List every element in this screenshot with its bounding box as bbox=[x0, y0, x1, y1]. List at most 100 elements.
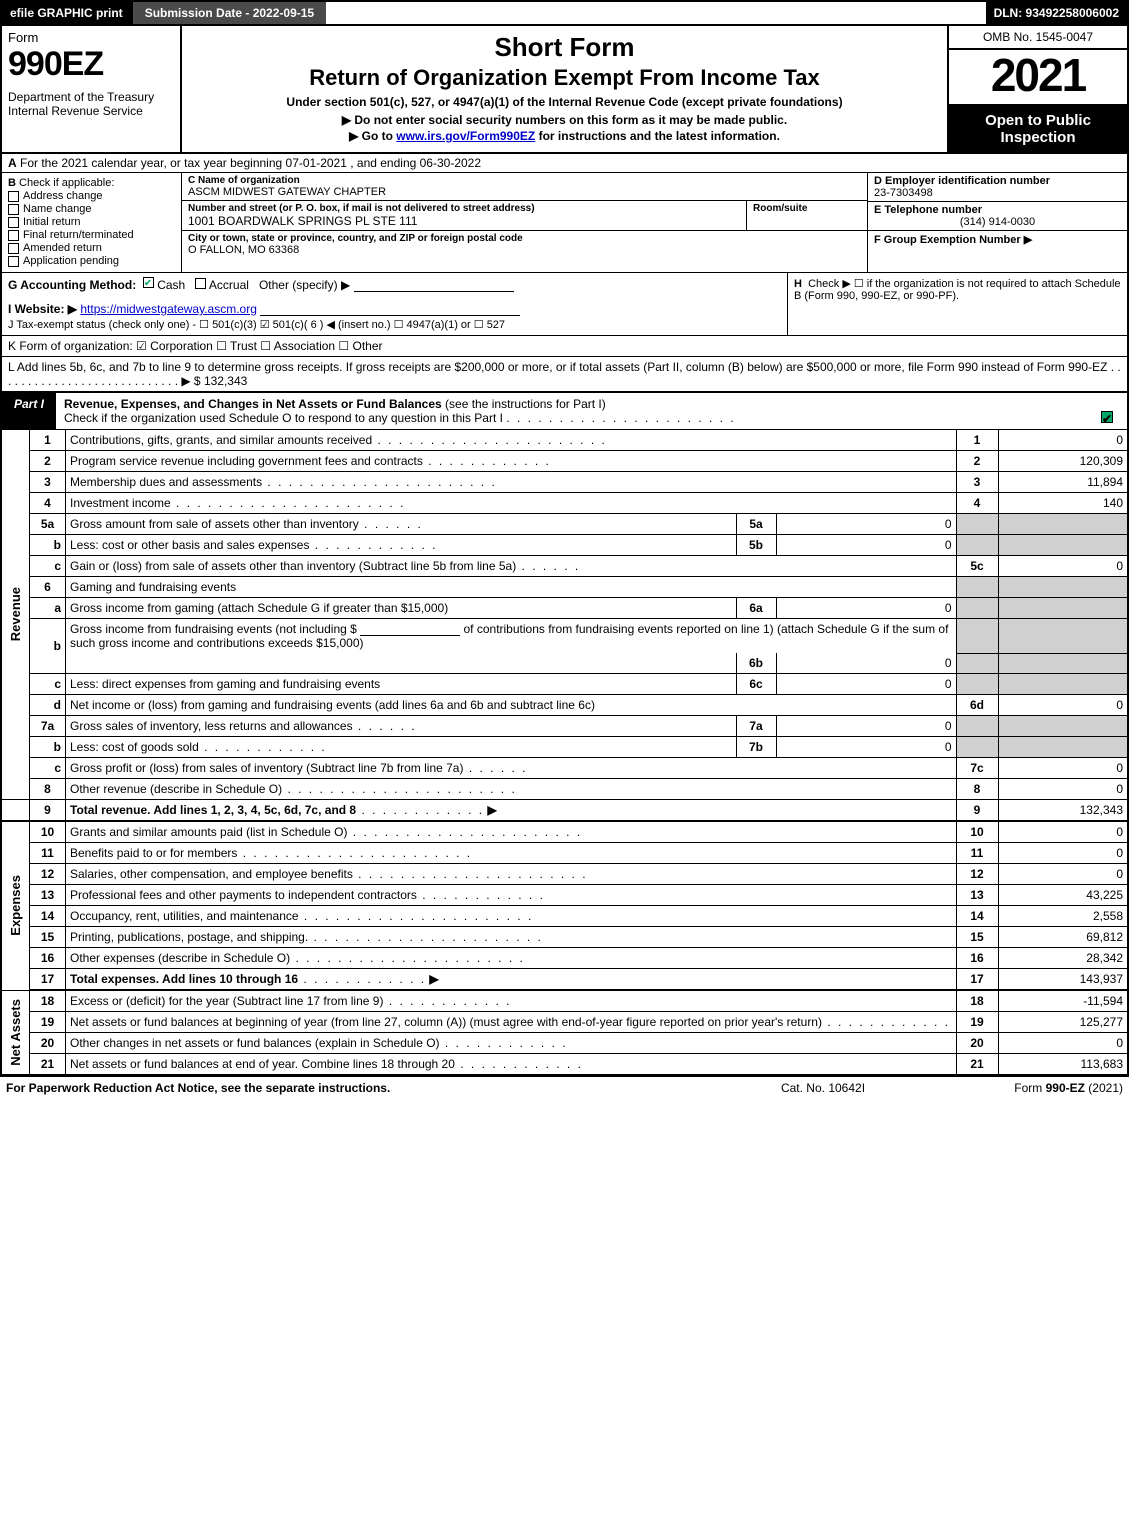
g-other-input[interactable] bbox=[354, 278, 514, 292]
website-link[interactable]: https://midwestgateway.ascm.org bbox=[80, 302, 257, 316]
header-right: OMB No. 1545-0047 2021 Open to Public In… bbox=[947, 26, 1127, 152]
l6c-ic: 6c bbox=[736, 674, 776, 695]
l5b-ic: 5b bbox=[736, 535, 776, 556]
l6b-shade2 bbox=[998, 619, 1128, 654]
l6b-shade4 bbox=[998, 653, 1128, 674]
l17-code: 17 bbox=[956, 969, 998, 991]
l2-num: 2 bbox=[30, 451, 66, 472]
org-name: ASCM MIDWEST GATEWAY CHAPTER bbox=[188, 186, 861, 198]
c-name-row: C Name of organization ASCM MIDWEST GATE… bbox=[182, 173, 867, 201]
l7b-desc: Less: cost of goods sold bbox=[70, 740, 199, 754]
c-city-row: City or town, state or province, country… bbox=[182, 231, 867, 258]
chk-name-change[interactable] bbox=[8, 204, 19, 215]
l6c-iv: 0 bbox=[776, 674, 956, 695]
l10-num: 10 bbox=[30, 821, 66, 843]
l6b-shade3 bbox=[956, 653, 998, 674]
chk-accrual[interactable] bbox=[195, 278, 206, 289]
chk-address-change[interactable] bbox=[8, 191, 19, 202]
l7c-code: 7c bbox=[956, 758, 998, 779]
chk-initial-return[interactable] bbox=[8, 217, 19, 228]
l12-num: 12 bbox=[30, 864, 66, 885]
l6c-shade1 bbox=[956, 674, 998, 695]
l4-desc: Investment income bbox=[70, 496, 171, 510]
l7c-val: 0 bbox=[998, 758, 1128, 779]
l7a-iv: 0 bbox=[776, 716, 956, 737]
title-return: Return of Organization Exempt From Incom… bbox=[192, 65, 937, 91]
l15-val: 69,812 bbox=[998, 927, 1128, 948]
l19-num: 19 bbox=[30, 1012, 66, 1033]
chk-schedule-o[interactable]: ✔ bbox=[1101, 411, 1113, 423]
l5a-iv: 0 bbox=[776, 514, 956, 535]
l7a-ic: 7a bbox=[736, 716, 776, 737]
g-row: G Accounting Method: Cash Accrual Other … bbox=[2, 273, 787, 335]
e-label: E Telephone number bbox=[874, 204, 1121, 216]
l8-code: 8 bbox=[956, 779, 998, 800]
gh-row: G Accounting Method: Cash Accrual Other … bbox=[0, 273, 1129, 336]
l6b-iv: 0 bbox=[776, 653, 956, 674]
l5a-shade2 bbox=[998, 514, 1128, 535]
h-text: Check ▶ ☐ if the organization is not req… bbox=[794, 278, 1121, 302]
l6c-shade2 bbox=[998, 674, 1128, 695]
col-b: B Check if applicable: Address change Na… bbox=[2, 173, 182, 272]
footer-right-bold: 990-EZ bbox=[1046, 1081, 1085, 1095]
l3-code: 3 bbox=[956, 472, 998, 493]
row-a: A For the 2021 calendar year, or tax yea… bbox=[0, 154, 1129, 173]
l7a-desc: Gross sales of inventory, less returns a… bbox=[70, 719, 353, 733]
chk-application-pending[interactable] bbox=[8, 256, 19, 267]
chk-final-return[interactable] bbox=[8, 230, 19, 241]
b-item-4: Amended return bbox=[23, 242, 102, 254]
l21-code: 21 bbox=[956, 1054, 998, 1076]
l16-val: 28,342 bbox=[998, 948, 1128, 969]
l6b-blank[interactable] bbox=[360, 622, 460, 636]
form-number: 990EZ bbox=[8, 45, 174, 84]
topbar-spacer bbox=[326, 2, 985, 24]
l1-desc: Contributions, gifts, grants, and simila… bbox=[70, 433, 372, 447]
chk-amended-return[interactable] bbox=[8, 243, 19, 254]
lines-table: Revenue 1 Contributions, gifts, grants, … bbox=[0, 430, 1129, 1076]
b-label: Check if applicable: bbox=[19, 177, 114, 189]
l16-code: 16 bbox=[956, 948, 998, 969]
l14-val: 2,558 bbox=[998, 906, 1128, 927]
section-bcdef: B Check if applicable: Address change Na… bbox=[0, 173, 1129, 273]
l6b-shade1 bbox=[956, 619, 998, 654]
l6a-num: a bbox=[30, 598, 66, 619]
g-other: Other (specify) ▶ bbox=[259, 278, 350, 292]
bullet-ssn: ▶ Do not enter social security numbers o… bbox=[192, 113, 937, 127]
l12-val: 0 bbox=[998, 864, 1128, 885]
l15-desc: Printing, publications, postage, and shi… bbox=[70, 930, 308, 944]
chk-cash[interactable] bbox=[143, 277, 154, 288]
l15-code: 15 bbox=[956, 927, 998, 948]
c-name-label: C Name of organization bbox=[188, 175, 861, 186]
l9-code: 9 bbox=[956, 800, 998, 822]
open-to-public: Open to Public Inspection bbox=[949, 106, 1127, 152]
l5a-num: 5a bbox=[30, 514, 66, 535]
l-row: L Add lines 5b, 6c, and 7b to line 9 to … bbox=[0, 357, 1129, 393]
l9-desc: Total revenue. Add lines 1, 2, 3, 4, 5c,… bbox=[70, 803, 356, 817]
l19-code: 19 bbox=[956, 1012, 998, 1033]
part-i-title-text: Revenue, Expenses, and Changes in Net As… bbox=[64, 397, 445, 411]
l7b-num: b bbox=[30, 737, 66, 758]
footer-right-pre: Form bbox=[1014, 1081, 1045, 1095]
l10-desc: Grants and similar amounts paid (list in… bbox=[70, 825, 347, 839]
footer-center: Cat. No. 10642I bbox=[723, 1081, 923, 1095]
e-row: E Telephone number (314) 914-0030 bbox=[868, 202, 1127, 231]
b-item-2: Initial return bbox=[23, 216, 80, 228]
l5a-shade1 bbox=[956, 514, 998, 535]
l1-code: 1 bbox=[956, 430, 998, 451]
l6c-desc: Less: direct expenses from gaming and fu… bbox=[70, 677, 380, 691]
website-underline bbox=[260, 302, 520, 316]
efile-label: efile GRAPHIC print bbox=[2, 2, 131, 24]
l8-num: 8 bbox=[30, 779, 66, 800]
l5b-desc: Less: cost or other basis and sales expe… bbox=[70, 538, 309, 552]
l14-desc: Occupancy, rent, utilities, and maintena… bbox=[70, 909, 299, 923]
footer-left: For Paperwork Reduction Act Notice, see … bbox=[6, 1081, 723, 1095]
col-def: D Employer identification number 23-7303… bbox=[867, 173, 1127, 272]
rev-vlabel-end bbox=[1, 800, 30, 822]
l11-code: 11 bbox=[956, 843, 998, 864]
l20-val: 0 bbox=[998, 1033, 1128, 1054]
title-short-form: Short Form bbox=[192, 32, 937, 63]
l8-val: 0 bbox=[998, 779, 1128, 800]
irs-link[interactable]: www.irs.gov/Form990EZ bbox=[396, 129, 535, 143]
l9-val: 132,343 bbox=[998, 800, 1128, 822]
part-i-tab: Part I bbox=[2, 393, 56, 429]
